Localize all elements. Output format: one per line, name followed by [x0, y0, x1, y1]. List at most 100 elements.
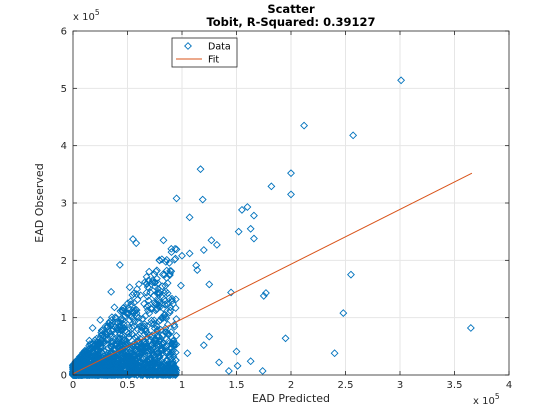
data-point	[118, 306, 126, 315]
data-point-cloud	[123, 299, 132, 308]
data-point	[110, 303, 119, 312]
data-point	[176, 281, 185, 290]
data-point-cloud	[162, 273, 171, 282]
data-point	[300, 121, 309, 130]
data-point	[121, 346, 130, 355]
data-point-cloud	[128, 291, 137, 299]
data-point-cloud	[135, 322, 144, 331]
data-point-cloud	[94, 366, 103, 375]
data-point-cloud	[98, 343, 107, 352]
y-tick-label: 5	[61, 84, 67, 95]
data-point	[330, 349, 339, 358]
data-point	[152, 274, 161, 283]
data-point	[232, 347, 241, 356]
data-point	[141, 278, 149, 287]
data-point	[227, 288, 235, 297]
data-point-cloud	[89, 342, 98, 350]
data-point	[193, 266, 202, 275]
axis-labels: EAD Predicted EAD Observed	[33, 163, 330, 405]
axes	[72, 30, 510, 376]
data-point-cloud	[162, 335, 171, 344]
data-point-cloud	[94, 341, 103, 350]
data-point-cloud	[89, 354, 98, 363]
data-point-cloud	[161, 281, 170, 290]
data-point	[162, 266, 171, 275]
data-point-cloud	[124, 371, 133, 379]
data-point-cloud	[169, 300, 177, 309]
data-point	[212, 240, 221, 249]
data-point	[185, 249, 194, 258]
data-point-cloud	[166, 306, 175, 315]
data-point-cloud	[117, 314, 126, 323]
data-point-cloud	[147, 346, 156, 355]
data-point	[397, 76, 406, 85]
data-point-cloud	[155, 353, 164, 361]
data-point	[115, 260, 124, 269]
data-point	[185, 213, 194, 222]
data-point-cloud	[121, 312, 130, 320]
data-point-cloud	[138, 370, 147, 379]
data-point-cloud	[135, 352, 144, 361]
data-point-cloud	[138, 342, 147, 351]
data-point-cloud	[152, 267, 160, 276]
y-axis-label: EAD Observed	[33, 163, 46, 242]
y-tick-label: 1	[61, 313, 67, 324]
data-point-cloud	[155, 289, 163, 297]
data-point	[101, 329, 110, 338]
data-point-cloud	[167, 244, 176, 253]
data-point-cloud	[131, 306, 140, 315]
legend-marker-data	[184, 42, 192, 50]
y-tick-label: 0	[61, 371, 67, 382]
data-point-cloud	[157, 255, 166, 264]
legend[interactable]: Data Fit	[171, 37, 238, 68]
data-point-cloud	[138, 323, 146, 332]
data-point-cloud	[114, 359, 123, 368]
data-point-cloud	[134, 352, 142, 361]
data-point-cloud	[152, 368, 161, 377]
data-point	[281, 334, 290, 343]
data-point	[261, 289, 270, 297]
data-point-cloud	[148, 370, 157, 379]
data-point-cloud	[161, 310, 170, 319]
data-point-cloud	[152, 322, 161, 331]
data-point	[192, 261, 201, 270]
data-point-cloud	[140, 299, 149, 308]
data-point	[172, 194, 181, 203]
data-point-cloud	[104, 343, 113, 352]
data-point	[129, 235, 137, 244]
legend-box	[171, 37, 238, 68]
data-point-cloud	[128, 330, 137, 339]
data-point	[246, 224, 255, 233]
data-point-cloud	[131, 369, 140, 378]
data-point	[88, 324, 97, 332]
data-point-cloud	[79, 350, 88, 359]
y-tick-label: 3	[61, 199, 67, 210]
data-point-cloud	[147, 370, 156, 379]
data-point-cloud	[171, 370, 180, 379]
data-point	[347, 270, 355, 279]
x-tick-label: 3.5	[447, 380, 463, 391]
data-point	[136, 291, 145, 300]
data-point-cloud	[137, 366, 146, 375]
data-point-cloud	[166, 266, 175, 275]
data-point	[96, 316, 105, 324]
data-point-cloud	[142, 327, 150, 336]
data-point-cloud	[125, 323, 134, 332]
data-point-cloud	[170, 340, 179, 349]
y-exponent-label: x 105	[73, 8, 100, 23]
data-point	[349, 131, 358, 140]
data-point-cloud	[158, 344, 166, 353]
data-point-cloud	[115, 335, 124, 344]
data-point	[250, 211, 258, 220]
data-point-cloud	[155, 366, 164, 375]
data-point-cloud	[107, 348, 115, 357]
data-point-cloud	[120, 353, 129, 362]
data-point-cloud	[138, 314, 147, 323]
data-point-cloud	[158, 345, 167, 354]
data-point-cloud	[143, 306, 152, 315]
data-point-cloud	[153, 289, 162, 298]
data-point	[259, 291, 268, 300]
data-point-cloud	[70, 361, 79, 370]
